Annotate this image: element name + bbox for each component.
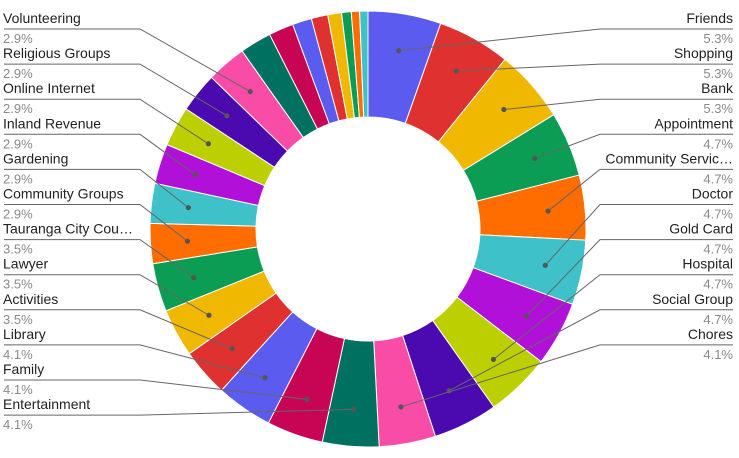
slice-value-lawyer: 3.5% [3, 277, 33, 292]
label-leader-dot [185, 204, 191, 211]
label-leader-line [526, 239, 733, 317]
slice-value-tauranga-city-cou: 3.5% [3, 242, 33, 257]
slice-label-library: Library [3, 326, 46, 342]
slice-value-bank: 5.3% [703, 101, 733, 116]
slice-value-entertainment: 4.1% [3, 417, 33, 432]
slice-value-activities: 3.5% [3, 312, 33, 327]
slice-value-religious-groups: 2.9% [3, 66, 33, 81]
slice-value-library: 4.1% [3, 347, 33, 362]
slice-label-gold-card: Gold Card [669, 221, 733, 237]
slice-label-volunteering: Volunteering [3, 10, 81, 26]
label-leader-dot [191, 275, 197, 281]
label-leader-dot [453, 68, 459, 74]
label-leader-dot [247, 89, 253, 95]
label-leader-line [503, 98, 733, 111]
slice-value-doctor: 4.7% [703, 207, 733, 222]
label-leader-line [4, 239, 195, 279]
label-leader-line [4, 379, 308, 400]
slice-value-shopping: 5.3% [703, 66, 733, 81]
label-leader-dot [523, 313, 530, 319]
label-leader-line [4, 98, 209, 145]
label-leader-line [493, 274, 733, 360]
label-leader-line [398, 28, 733, 52]
label-leader-dot [398, 404, 404, 410]
slice-value-family: 4.1% [3, 382, 33, 397]
label-leader-dot [490, 356, 497, 362]
slice-label-appointment: Appointment [654, 115, 733, 131]
label-leader-dot [350, 406, 357, 412]
slice-label-religious-groups: Religious Groups [3, 45, 110, 61]
label-leader-line [4, 309, 233, 349]
label-leader-line [4, 63, 228, 117]
slice-value-social-group: 4.7% [703, 312, 733, 327]
slice-label-hospital: Hospital [682, 256, 733, 272]
label-leader-line [534, 133, 733, 159]
label-leader-line [4, 344, 266, 379]
label-leader-line [547, 168, 733, 212]
label-leader-dot [224, 113, 230, 119]
slice-value-volunteering: 2.9% [3, 31, 33, 46]
slice-value-inland-revenue: 2.9% [3, 136, 33, 151]
label-leader-line [4, 133, 196, 176]
slice-label-inland-revenue: Inland Revenue [3, 115, 101, 131]
label-leader-dot [262, 375, 268, 381]
label-leader-dot [206, 312, 212, 318]
label-leader-line [448, 309, 733, 392]
slice-label-lawyer: Lawyer [3, 256, 48, 272]
slice-label-bank: Bank [701, 80, 734, 96]
slice-label-shopping: Shopping [674, 45, 733, 61]
slice-label-community-servic: Community Servic… [605, 150, 733, 166]
label-leader-line [544, 204, 733, 266]
slice-label-entertainment: Entertainment [3, 396, 90, 412]
slice-label-chores: Chores [688, 326, 733, 342]
label-leader-dot [184, 238, 191, 244]
slice-value-hospital: 4.7% [703, 277, 733, 292]
label-leader-line [4, 408, 354, 416]
slice-label-community-groups: Community Groups [3, 186, 124, 202]
label-leader-line [4, 274, 210, 316]
label-leader-dot [304, 396, 310, 402]
label-leader-line [456, 63, 733, 72]
label-leader-dot [229, 345, 235, 352]
label-leader-line [4, 28, 251, 93]
label-leader-dot [542, 262, 548, 268]
slice-value-appointment: 4.7% [703, 136, 733, 151]
slice-label-online-internet: Online Internet [3, 80, 95, 96]
label-leader-line [400, 344, 733, 408]
slice-label-tauranga-city-cou: Tauranga City Cou… [3, 221, 133, 237]
slice-value-chores: 4.1% [703, 347, 733, 362]
label-leader-dot [395, 48, 402, 54]
label-leader-dot [205, 141, 211, 147]
label-leader-line [4, 168, 189, 208]
slice-value-community-groups: 2.9% [3, 207, 33, 222]
donut-slice-unlabeled-29 [359, 10, 369, 118]
label-leader-dot [501, 106, 507, 113]
label-leader-dot [532, 155, 538, 162]
slice-value-gold-card: 4.7% [703, 242, 733, 257]
slice-label-friends: Friends [686, 10, 733, 26]
label-leader-dot [192, 172, 198, 178]
slice-value-friends: 5.3% [703, 31, 733, 46]
slice-label-activities: Activities [3, 291, 58, 307]
slice-label-family: Family [3, 361, 44, 377]
slice-value-gardening: 2.9% [3, 171, 33, 186]
slice-label-social-group: Social Group [652, 291, 733, 307]
slice-label-gardening: Gardening [3, 150, 68, 166]
label-leader-dot [545, 208, 551, 214]
slice-label-doctor: Doctor [692, 186, 734, 202]
slice-value-community-servic: 4.7% [703, 171, 733, 186]
label-leader-line [4, 204, 188, 242]
slice-value-online-internet: 2.9% [3, 101, 33, 116]
